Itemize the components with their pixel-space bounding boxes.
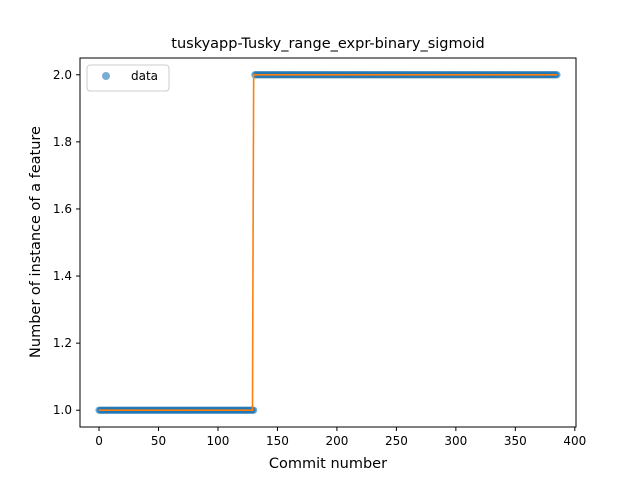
- axes-frame: [79, 57, 577, 428]
- legend: data: [86, 64, 170, 92]
- x-tick-label: 0: [95, 434, 103, 448]
- x-tick-label: 350: [504, 434, 527, 448]
- y-tick-label: 1.4: [53, 269, 72, 283]
- chart-title: tuskyapp-Tusky_range_expr-binary_sigmoid: [171, 36, 484, 52]
- x-tick-label: 400: [563, 434, 586, 448]
- x-tick-label: 250: [385, 434, 408, 448]
- x-axis-label: Commit number: [269, 456, 387, 472]
- legend-label: data: [131, 69, 158, 83]
- x-tick-label: 50: [151, 434, 166, 448]
- y-axis-label: Number of instance of a feature: [28, 126, 44, 358]
- fit-line: [99, 73, 557, 412]
- axes: 0 50 100 150 200 250 300 350 400 1.0 1.2 1.4 1.6 1.8 2…: [53, 57, 586, 448]
- y-tick-label: 1.2: [53, 336, 72, 350]
- legend-box: [86, 64, 170, 92]
- y-tick-label: 1.0: [53, 403, 72, 417]
- plot-area: [95, 71, 561, 414]
- x-tick-label: 300: [444, 434, 467, 448]
- x-tick-label: 150: [266, 434, 289, 448]
- x-tick-label: 200: [325, 434, 348, 448]
- y-tick-label: 1.6: [53, 202, 72, 216]
- y-tick-label: 2.0: [53, 68, 72, 82]
- x-tick-label: 100: [207, 434, 230, 448]
- y-tick-label: 1.8: [53, 135, 72, 149]
- legend-marker: [102, 72, 110, 80]
